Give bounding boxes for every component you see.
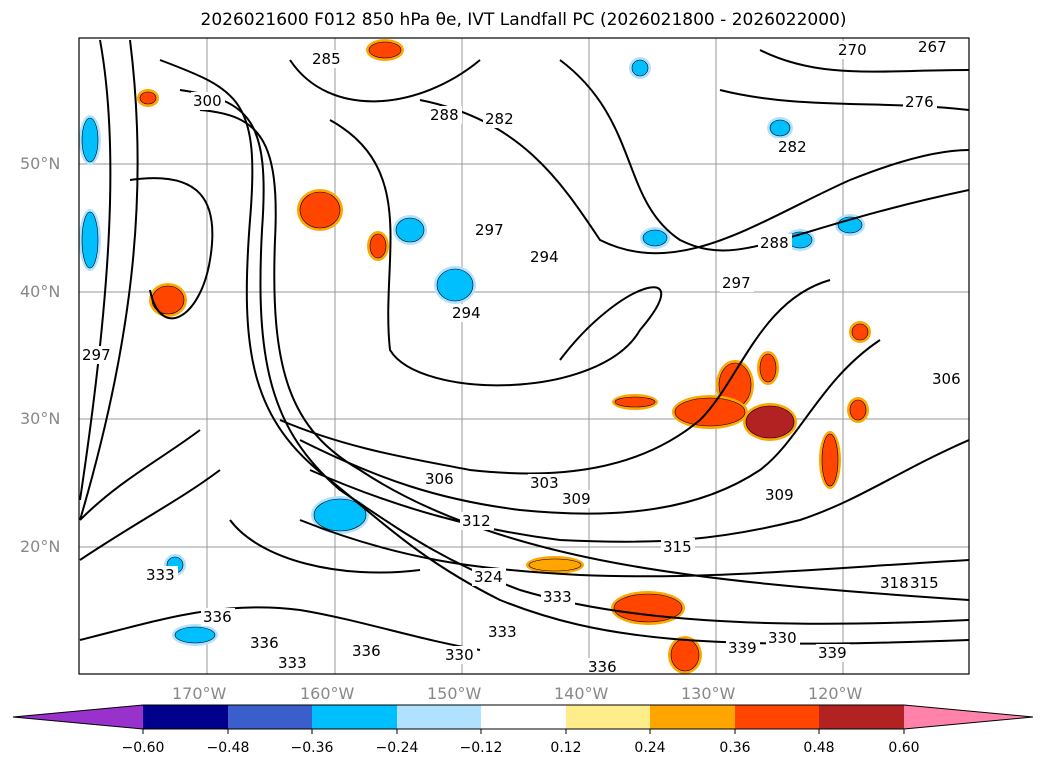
ivt-shade [81, 211, 99, 269]
contour-labels: 270 267 285 300 282 288 276 282 297 294 294 297 288 2… [80, 38, 964, 676]
ivt-shade [614, 396, 656, 408]
contour-label: 309 [765, 486, 794, 504]
contour-label: 303 [530, 474, 559, 492]
colorbar-tick-label: −0.12 [459, 740, 503, 756]
ivt-shading [79, 39, 871, 674]
map-title: 2026021600 F012 850 hPa θe, IVT Landfall… [200, 10, 847, 30]
colorbar-segment [143, 705, 228, 729]
contour-label: 336 [588, 658, 617, 676]
contour-label: 333 [278, 654, 307, 672]
colorbar [12, 704, 1034, 734]
contour-label: 330 [768, 629, 797, 647]
contour-label: 300 [193, 92, 222, 110]
contour-label: 324 [474, 568, 503, 586]
colorbar-segment [228, 705, 312, 729]
ivt-shade [849, 399, 867, 421]
lat-label: 40°N [20, 282, 61, 301]
ivt-shade [769, 119, 791, 137]
ivt-shade [174, 626, 216, 644]
contour-label: 297 [475, 221, 504, 239]
ivt-shade [436, 268, 474, 302]
ivt-shade [631, 59, 649, 77]
ivt-shade [821, 433, 839, 487]
colorbar-tick-label: 0.24 [634, 740, 666, 756]
contour-label: 309 [562, 490, 591, 508]
contour-label: 336 [203, 608, 232, 626]
lon-label: 120°W [808, 684, 863, 703]
map-frame [78, 37, 970, 675]
lon-label: 150°W [427, 684, 482, 703]
contour-label: 285 [312, 50, 341, 68]
contour-label: 306 [425, 470, 454, 488]
lat-label: 20°N [20, 537, 61, 556]
contour-label: 312 [462, 512, 491, 530]
colorbar-segment [481, 705, 566, 729]
ivt-shade [745, 405, 795, 439]
ivt-shade [369, 233, 387, 259]
lon-label: 140°W [554, 684, 609, 703]
contour-label: 315 [910, 574, 939, 592]
contour-label: 336 [250, 634, 279, 652]
colorbar-segment [819, 705, 904, 729]
ivt-shade [642, 229, 668, 247]
ivt-shade [81, 117, 99, 163]
colorbar-segment [312, 705, 397, 729]
lon-label: 130°W [681, 684, 736, 703]
contour-label: 333 [488, 623, 517, 641]
ivt-shade [299, 191, 341, 229]
contour-label: 336 [352, 642, 381, 660]
lat-label: 30°N [20, 409, 61, 428]
colorbar-segment [735, 705, 819, 729]
colorbar-segment [566, 705, 650, 729]
ivt-shade [759, 353, 777, 383]
ivt-shade [313, 498, 367, 532]
ivt-shade [674, 397, 746, 427]
ivt-shade [395, 217, 425, 243]
theta-e-contours [79, 39, 969, 651]
contour-label: 318 [880, 574, 909, 592]
colorbar-tick-label: 0.12 [550, 740, 582, 756]
contour-label: 333 [146, 566, 175, 584]
colorbar-extend-min [13, 705, 143, 729]
graticule [79, 38, 969, 674]
ivt-shade [368, 41, 402, 59]
colorbar-extend-max [904, 705, 1033, 729]
contour-label: 288 [430, 106, 459, 124]
contour-label: 339 [818, 644, 847, 662]
lon-label: 160°W [300, 684, 355, 703]
ivt-shade [670, 638, 700, 672]
contour-label: 276 [905, 93, 934, 111]
ivt-shade [139, 91, 157, 105]
colorbar-tick-label: 0.36 [719, 740, 751, 756]
colorbar-tick-label: 0.60 [888, 740, 920, 756]
contour-label: 297 [82, 346, 111, 364]
contour-label: 294 [530, 248, 559, 266]
contour-label: 294 [452, 304, 481, 322]
colorbar-segment [650, 705, 735, 729]
colorbar-segment [397, 705, 481, 729]
ivt-shade [528, 558, 582, 572]
contour-label: 330 [445, 646, 474, 664]
colorbar-tick-label: −0.60 [121, 740, 165, 756]
contour-label: 333 [543, 588, 572, 606]
ivt-shade [613, 593, 683, 623]
contour-label: 282 [778, 138, 807, 156]
contour-label: 306 [932, 370, 961, 388]
contour-label: 288 [760, 234, 789, 252]
contour-label: 339 [728, 639, 757, 657]
colorbar-tick-label: 0.48 [803, 740, 835, 756]
colorbar-tick-label: −0.24 [375, 740, 419, 756]
colorbar-tick-label: −0.36 [290, 740, 334, 756]
map-background [79, 38, 969, 674]
lat-label: 50°N [20, 154, 61, 173]
lon-label: 170°W [172, 684, 227, 703]
colorbar-tick-label: −0.48 [206, 740, 250, 756]
ivt-shade [851, 323, 869, 341]
contour-label: 297 [722, 274, 751, 292]
contour-label: 267 [918, 38, 947, 56]
contour-label: 315 [663, 538, 692, 556]
contour-label: 282 [485, 110, 514, 128]
contour-label: 270 [838, 41, 867, 59]
